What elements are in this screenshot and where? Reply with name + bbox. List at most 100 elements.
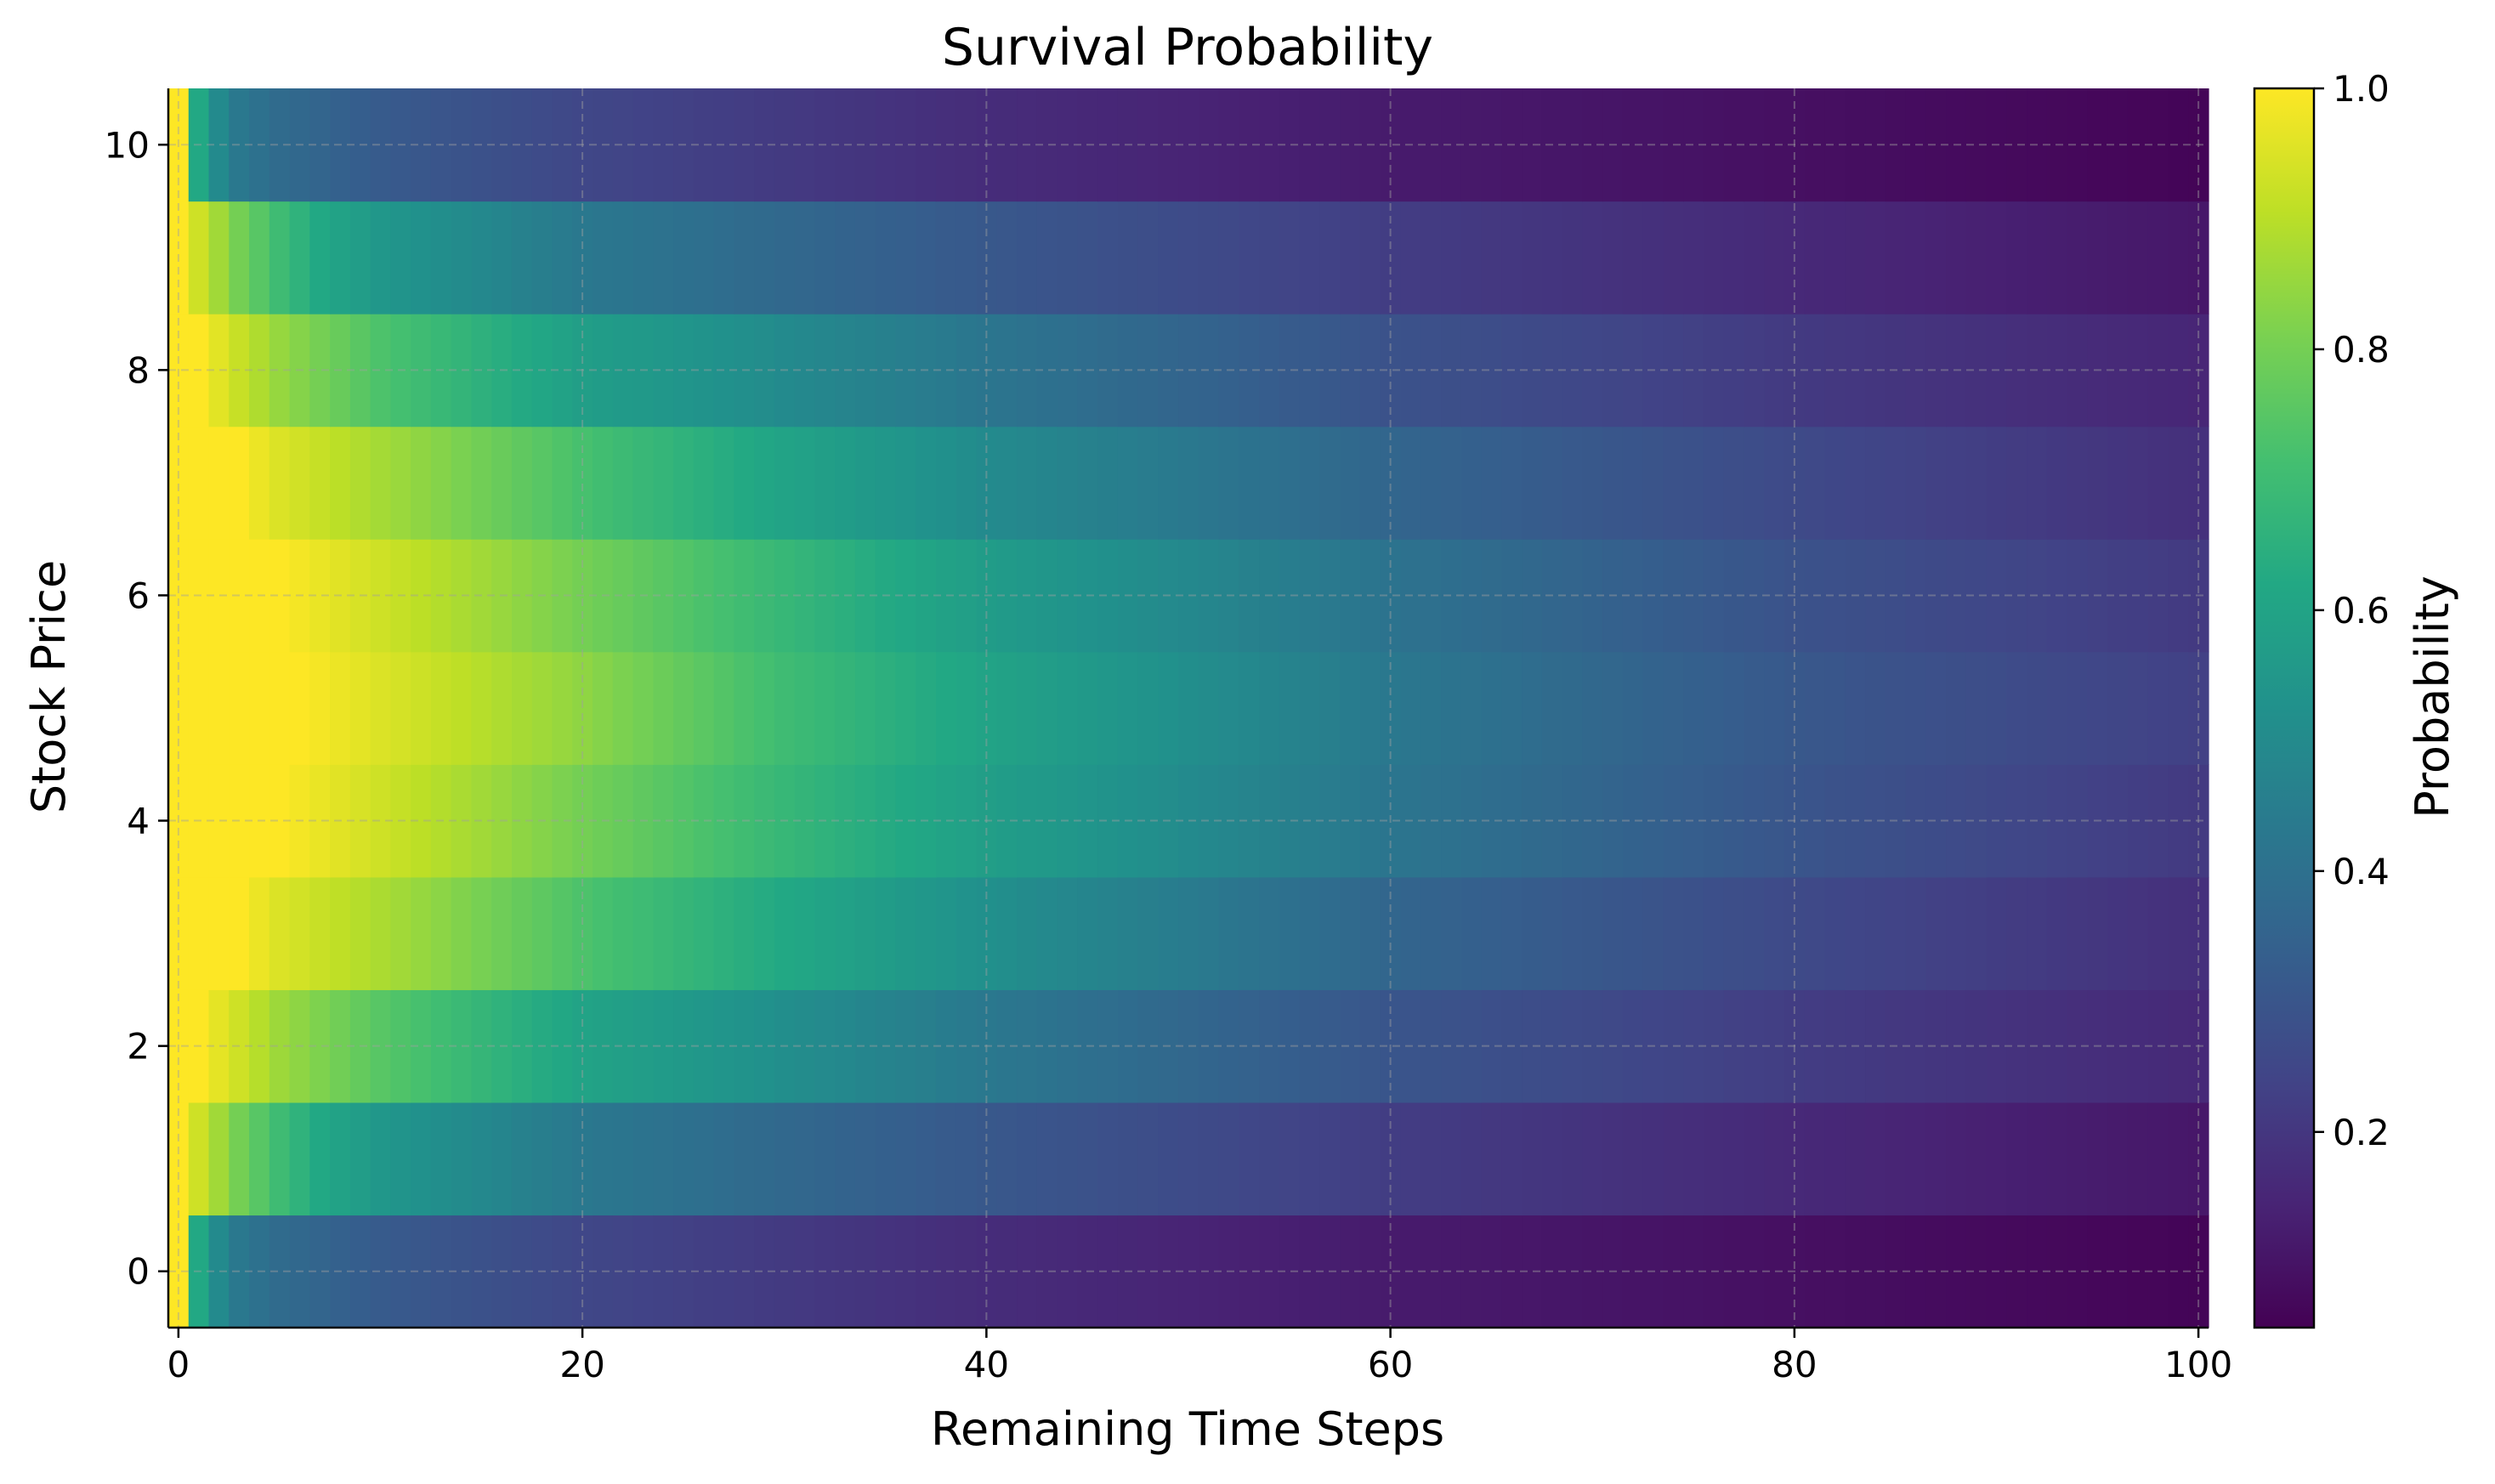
heatmap-cell (996, 314, 1018, 428)
heatmap-cell (875, 651, 897, 765)
heatmap-cell (1198, 764, 1220, 878)
heatmap-cell (612, 651, 634, 765)
heatmap-cell (2107, 989, 2129, 1103)
heatmap-cell (552, 539, 573, 653)
heatmap-cell (1340, 426, 1361, 540)
heatmap-cell (1986, 1215, 2007, 1328)
heatmap-cell (653, 651, 674, 765)
heatmap-cell (693, 651, 715, 765)
heatmap-cell (1541, 88, 1563, 202)
heatmap-cell (390, 989, 411, 1103)
heatmap-cell (835, 88, 856, 202)
heatmap-cell (996, 989, 1018, 1103)
heatmap-cell (1663, 539, 1684, 653)
heatmap-cell (1683, 201, 1704, 314)
heatmap-cell (794, 539, 815, 653)
heatmap-cell (491, 426, 513, 540)
heatmap-cell (1522, 539, 1543, 653)
heatmap-cell (370, 426, 391, 540)
heatmap-cell (814, 201, 836, 314)
heatmap-cell (1501, 539, 1523, 653)
heatmap-cell (1804, 314, 1826, 428)
heatmap-cell (2147, 989, 2169, 1103)
heatmap-cell (1137, 539, 1159, 653)
heatmap-cell (1764, 539, 1785, 653)
heatmap-cell (1077, 539, 1098, 653)
heatmap-cell (1986, 88, 2007, 202)
heatmap-cell (491, 1215, 513, 1328)
heatmap-cell (1441, 989, 1462, 1103)
heatmap-cell (1522, 426, 1543, 540)
heatmap-cell (2067, 314, 2089, 428)
heatmap-cell (814, 989, 836, 1103)
heatmap-cell (309, 201, 331, 314)
heatmap-cell (794, 426, 815, 540)
heatmap-cell (2127, 426, 2149, 540)
heatmap-cell (552, 201, 573, 314)
heatmap-cell (289, 1215, 310, 1328)
heatmap-cell (2006, 989, 2027, 1103)
heatmap-cell (1965, 989, 1987, 1103)
heatmap-cell (854, 314, 876, 428)
heatmap-cell (955, 876, 978, 990)
heatmap-cell (2046, 539, 2068, 653)
heatmap-cell (1420, 1102, 1442, 1216)
heatmap-cell (955, 989, 978, 1103)
heatmap-cell (1017, 314, 1038, 428)
heatmap-cell (1824, 426, 1846, 540)
heatmap-cell (774, 1102, 796, 1216)
heatmap-cell (572, 989, 593, 1103)
heatmap-cell (1783, 1102, 1806, 1216)
heatmap-cell (1259, 539, 1280, 653)
heatmap-cell (1885, 314, 1907, 428)
heatmap-cell (1279, 88, 1301, 202)
heatmap-cell (411, 764, 432, 878)
heatmap-cell (1965, 1102, 1987, 1216)
heatmap-cell (411, 88, 432, 202)
heatmap-cell (2147, 88, 2169, 202)
heatmap-cell (1460, 989, 1483, 1103)
heatmap-cell (1925, 1215, 1947, 1328)
heatmap-cell (1783, 426, 1806, 540)
heatmap-cell (976, 764, 997, 878)
heatmap-cell (1541, 1215, 1563, 1328)
heatmap-cell (1845, 1102, 1866, 1216)
heatmap-cell (1541, 1102, 1563, 1216)
heatmap-cell (188, 426, 210, 540)
heatmap-cell (1460, 426, 1483, 540)
heatmap-cell (491, 539, 513, 653)
heatmap-cell (2027, 201, 2048, 314)
heatmap-cell (935, 1102, 957, 1216)
heatmap-cell (935, 989, 957, 1103)
heatmap-cell (451, 201, 473, 314)
heatmap-cell (955, 88, 978, 202)
heatmap-cell (1441, 764, 1462, 878)
heatmap-cell (693, 876, 715, 990)
heatmap-cell (1946, 314, 1967, 428)
heatmap-cell (1663, 1102, 1684, 1216)
heatmap-cell (1562, 426, 1583, 540)
heatmap-cell (370, 876, 391, 990)
heatmap-cell (1077, 876, 1098, 990)
heatmap-cell (471, 989, 492, 1103)
heatmap-cell (1441, 1215, 1462, 1328)
heatmap-cell (168, 201, 190, 314)
heatmap-cell (1239, 1102, 1260, 1216)
heatmap-cell (2006, 651, 2027, 765)
heatmap-cell (1198, 989, 1220, 1103)
heatmap-cell (854, 651, 876, 765)
heatmap-cell (593, 1215, 614, 1328)
heatmap-cell (612, 989, 634, 1103)
heatmap-cell (208, 989, 230, 1103)
heatmap-cell (1744, 651, 1765, 765)
heatmap-cell (349, 201, 371, 314)
heatmap-cell (531, 651, 553, 765)
heatmap-cell (330, 88, 351, 202)
heatmap-cell (289, 989, 310, 1103)
heatmap-cell (1582, 539, 1603, 653)
heatmap-cell (1057, 876, 1078, 990)
heatmap-cell (1400, 1215, 1421, 1328)
heatmap-cell (1541, 989, 1563, 1103)
heatmap-cell (289, 876, 310, 990)
